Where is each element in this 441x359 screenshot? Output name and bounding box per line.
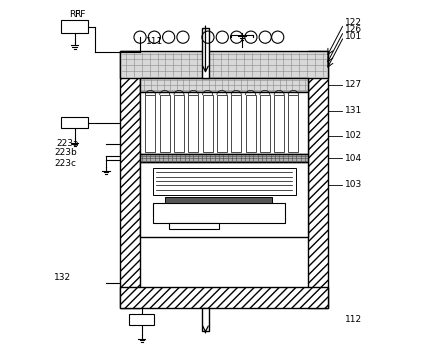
Bar	[165, 197, 273, 203]
Bar	[140, 78, 308, 92]
Bar	[288, 95, 299, 152]
Bar	[231, 95, 241, 152]
Text: 124b: 124b	[131, 315, 153, 324]
Bar	[217, 95, 227, 152]
Text: 126: 126	[345, 25, 362, 34]
Bar	[153, 203, 285, 223]
Text: 111: 111	[146, 37, 163, 46]
Bar	[246, 95, 255, 152]
Bar	[188, 95, 198, 152]
Text: 112: 112	[345, 315, 362, 325]
Text: RF: RF	[69, 10, 80, 19]
Text: 127: 127	[345, 80, 362, 89]
Text: 102: 102	[345, 131, 362, 140]
Bar	[140, 154, 308, 162]
Bar	[168, 223, 219, 229]
Text: 124a: 124a	[64, 118, 86, 127]
Text: 104: 104	[345, 154, 362, 163]
Bar	[140, 92, 308, 154]
Text: 103: 103	[345, 180, 362, 189]
Bar	[120, 51, 140, 308]
Bar	[153, 168, 295, 195]
Bar	[260, 95, 270, 152]
Text: 122: 122	[345, 18, 362, 27]
Text: 132: 132	[54, 273, 71, 282]
Bar	[202, 28, 209, 78]
Bar	[160, 95, 170, 152]
Bar	[129, 314, 154, 325]
Bar	[120, 287, 328, 308]
Text: 131: 131	[345, 106, 362, 115]
Bar	[274, 95, 284, 152]
Bar	[61, 117, 88, 129]
Text: 223c: 223c	[54, 159, 76, 168]
Text: 121: 121	[66, 22, 83, 31]
Text: 101: 101	[345, 32, 362, 41]
Bar	[202, 308, 209, 331]
Bar	[146, 95, 155, 152]
Bar	[120, 51, 328, 78]
Bar	[202, 95, 213, 152]
Text: 223a: 223a	[56, 139, 78, 148]
Bar	[140, 162, 308, 237]
Text: 223b: 223b	[54, 148, 77, 157]
Bar	[174, 95, 184, 152]
Bar	[308, 51, 328, 308]
Bar	[61, 20, 88, 33]
Text: RF: RF	[75, 10, 86, 19]
